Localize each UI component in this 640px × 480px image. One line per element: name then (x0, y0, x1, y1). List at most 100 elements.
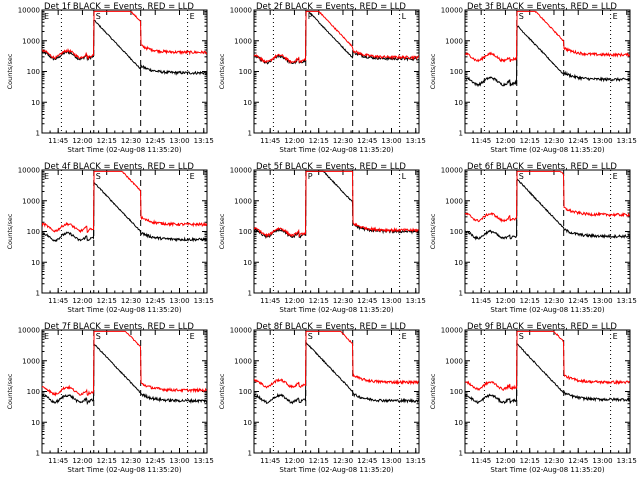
y-tick-label: 1000 (22, 37, 40, 45)
x-tick-label: 12:00 (284, 137, 304, 145)
detector-panel-1: Det 1f BLACK = Events, RED = LLD 1 10 100 10… (6, 2, 214, 154)
x-tick-label: 12:45 (145, 137, 165, 145)
x-axis-label: Start Time (02-Aug-08 11:35:20) (279, 466, 393, 474)
y-axis-label: Counts/sec (429, 53, 437, 89)
events-series-line (465, 24, 630, 88)
events-series-line (465, 343, 630, 405)
segment-marker: E (613, 172, 618, 181)
y-tick-label: 10 (454, 259, 463, 267)
plot-frame (464, 9, 631, 134)
lld-series-line (42, 330, 207, 397)
y-axis-label: Counts/sec (429, 213, 437, 249)
y-axis-label: Counts/sec (429, 373, 437, 409)
x-tick-label: 12:30 (544, 457, 564, 465)
detector-panel-2: Det 2f BLACK = Events, RED = LLD 1 10 100 10… (218, 2, 426, 154)
x-tick-label: 12:30 (121, 457, 141, 465)
x-tick-label: 12:30 (121, 137, 141, 145)
segment-marker: E (44, 172, 49, 181)
segment-marker: E (44, 12, 49, 21)
x-axis-label: Start Time (02-Aug-08 11:35:20) (490, 306, 604, 314)
x-tick-label: 12:45 (145, 297, 165, 305)
segment-marker: S (308, 332, 313, 341)
detector-panel-5: Det 5f BLACK = Events, RED = LLD 1 10 100 10… (218, 162, 426, 314)
x-tick-label: 13:15 (194, 297, 214, 305)
x-tick-label: 12:00 (495, 297, 515, 305)
panel-title: Det 3f BLACK = Events, RED = LLD (467, 2, 617, 12)
detector-panel-4: Det 4f BLACK = Events, RED = LLD 1 10 100 10… (6, 162, 214, 314)
x-tick-label: 12:30 (333, 137, 353, 145)
y-tick-label: 100 (239, 228, 252, 236)
y-tick-label: 10000 (230, 167, 252, 175)
x-tick-label: 13:00 (169, 137, 189, 145)
events-series-line (254, 340, 419, 405)
x-tick-label: 12:00 (495, 457, 515, 465)
x-axis-label: Start Time (02-Aug-08 11:35:20) (279, 306, 393, 314)
segment-marker: E (613, 332, 618, 341)
x-tick-label: 12:00 (72, 297, 92, 305)
x-tick-label: 12:30 (121, 297, 141, 305)
panel-title: Det 9f BLACK = Events, RED = LLD (467, 322, 617, 332)
segment-marker: E (44, 332, 49, 341)
y-tick-label: 10000 (441, 7, 463, 15)
segment-marker: P (308, 172, 313, 181)
x-axis-label: Start Time (02-Aug-08 11:35:20) (279, 146, 393, 154)
segment-marker: E (190, 332, 195, 341)
x-tick-label: 13:15 (194, 137, 214, 145)
lld-series-line (42, 10, 207, 60)
detector-panel-7: Det 7f BLACK = Events, RED = LLD 1 10 100 10… (6, 322, 214, 474)
x-tick-label: 13:15 (617, 457, 637, 465)
y-tick-label: 10 (243, 99, 252, 107)
plot-frame (41, 9, 208, 134)
segment-marker: E (190, 12, 195, 21)
segment-marker: E (613, 12, 618, 21)
y-tick-label: 1000 (445, 357, 463, 365)
events-series-line (42, 343, 207, 406)
x-tick-label: 13:00 (169, 297, 189, 305)
x-tick-label: 13:00 (592, 297, 612, 305)
y-tick-label: 10 (243, 419, 252, 427)
segment-marker: S (519, 172, 524, 181)
y-tick-label: 100 (450, 68, 463, 76)
x-tick-label: 12:15 (520, 137, 540, 145)
y-tick-label: 100 (27, 228, 40, 236)
x-tick-label: 12:00 (495, 137, 515, 145)
segment-marker: E (402, 332, 407, 341)
y-tick-label: 10 (454, 99, 463, 107)
x-axis-label: Start Time (02-Aug-08 11:35:20) (67, 306, 181, 314)
y-tick-label: 1000 (234, 357, 252, 365)
segment-marker: L (402, 12, 407, 21)
x-tick-label: 12:00 (72, 137, 92, 145)
x-tick-label: 12:45 (568, 457, 588, 465)
segment-marker: S (519, 332, 524, 341)
lld-series-line (465, 330, 630, 391)
y-tick-label: 10 (31, 419, 40, 427)
x-tick-label: 13:00 (381, 137, 401, 145)
y-tick-label: 10000 (230, 327, 252, 335)
x-tick-label: 12:15 (520, 457, 540, 465)
plot-frame (464, 329, 631, 454)
x-tick-label: 12:00 (284, 297, 304, 305)
y-tick-label: 1000 (22, 197, 40, 205)
panel-title: Det 6f BLACK = Events, RED = LLD (467, 162, 617, 172)
y-tick-label: 1000 (445, 37, 463, 45)
y-tick-label: 1 (248, 450, 252, 458)
panel-title: Det 1f BLACK = Events, RED = LLD (44, 2, 194, 12)
x-tick-label: 12:45 (145, 457, 165, 465)
y-tick-label: 1000 (22, 357, 40, 365)
segment-marker: L (402, 172, 407, 181)
events-series-line (465, 178, 630, 241)
detector-panel-8: Det 8f BLACK = Events, RED = LLD 1 10 100 10… (218, 322, 426, 474)
y-tick-label: 1 (36, 450, 40, 458)
x-tick-label: 13:00 (592, 457, 612, 465)
y-tick-label: 100 (239, 68, 252, 76)
x-axis-label: Start Time (02-Aug-08 11:35:20) (67, 466, 181, 474)
x-tick-label: 11:45 (48, 457, 68, 465)
lld-series-line (254, 10, 419, 65)
x-tick-label: 12:15 (309, 297, 329, 305)
y-tick-label: 1 (459, 290, 463, 298)
x-tick-label: 11:45 (48, 137, 68, 145)
x-tick-label: 12:30 (333, 457, 353, 465)
y-axis-label: Counts/sec (218, 373, 226, 409)
y-tick-label: 10000 (18, 167, 40, 175)
